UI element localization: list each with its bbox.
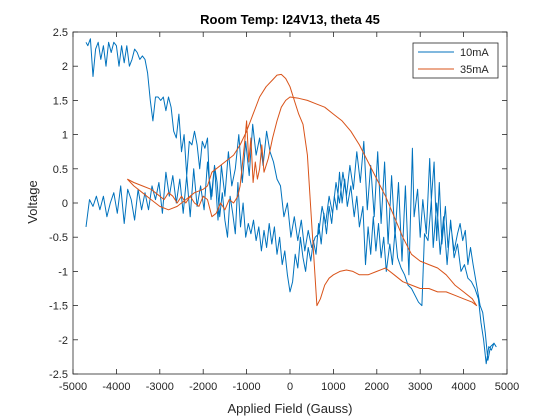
series-line-35ma xyxy=(126,73,478,307)
y-axis-label: Voltage xyxy=(25,180,40,223)
x-tick-label: -4000 xyxy=(102,381,130,393)
legend-box xyxy=(412,42,499,79)
y-tick-label: 1.5 xyxy=(53,95,68,107)
x-tick-labels: -5000 -4000 -3000 -2000 -1000 0 1000 2000 3000 40… xyxy=(59,381,519,393)
y-tick-labels: -2.5 -2 -1.5 -1 -0.5 0 0.5 1 1.5 2 2.5 xyxy=(49,27,68,381)
axes-box xyxy=(72,31,508,375)
y-tick-label: -2 xyxy=(58,335,68,347)
y-tick-label: 2 xyxy=(62,61,68,73)
x-tick-label: 4000 xyxy=(451,381,475,393)
y-tick-label: 0 xyxy=(62,198,68,210)
chart-title: Room Temp: I24V13, theta 45 xyxy=(200,12,380,27)
tick-layer xyxy=(72,31,508,375)
x-tick-label: -5000 xyxy=(59,381,87,393)
x-tick-label: 0 xyxy=(287,381,293,393)
legend: 10mA 35mA xyxy=(412,42,499,79)
y-tick-label: 2.5 xyxy=(53,27,68,39)
x-tick-label: 1000 xyxy=(321,381,345,393)
y-tick-label: 0.5 xyxy=(53,164,68,176)
legend-label-35ma: 35mA xyxy=(460,64,489,76)
y-tick-label: -1.5 xyxy=(49,301,68,313)
x-tick-label: -1000 xyxy=(233,381,261,393)
y-tick-label: -2.5 xyxy=(49,369,68,381)
x-axis-label: Applied Field (Gauss) xyxy=(228,401,353,416)
y-tick-label: 1 xyxy=(62,130,68,142)
x-tick-label: 2000 xyxy=(365,381,389,393)
x-tick-label: 3000 xyxy=(408,381,432,393)
legend-label-10ma: 10mA xyxy=(460,47,489,59)
series-layer xyxy=(85,38,497,365)
y-tick-label: -1 xyxy=(58,266,68,278)
x-tick-label: -3000 xyxy=(146,381,174,393)
plot-area xyxy=(72,31,508,375)
y-tick-label: -0.5 xyxy=(49,232,68,244)
x-tick-label: 5000 xyxy=(495,381,519,393)
x-tick-label: -2000 xyxy=(189,381,217,393)
series-line-10ma xyxy=(85,38,497,365)
